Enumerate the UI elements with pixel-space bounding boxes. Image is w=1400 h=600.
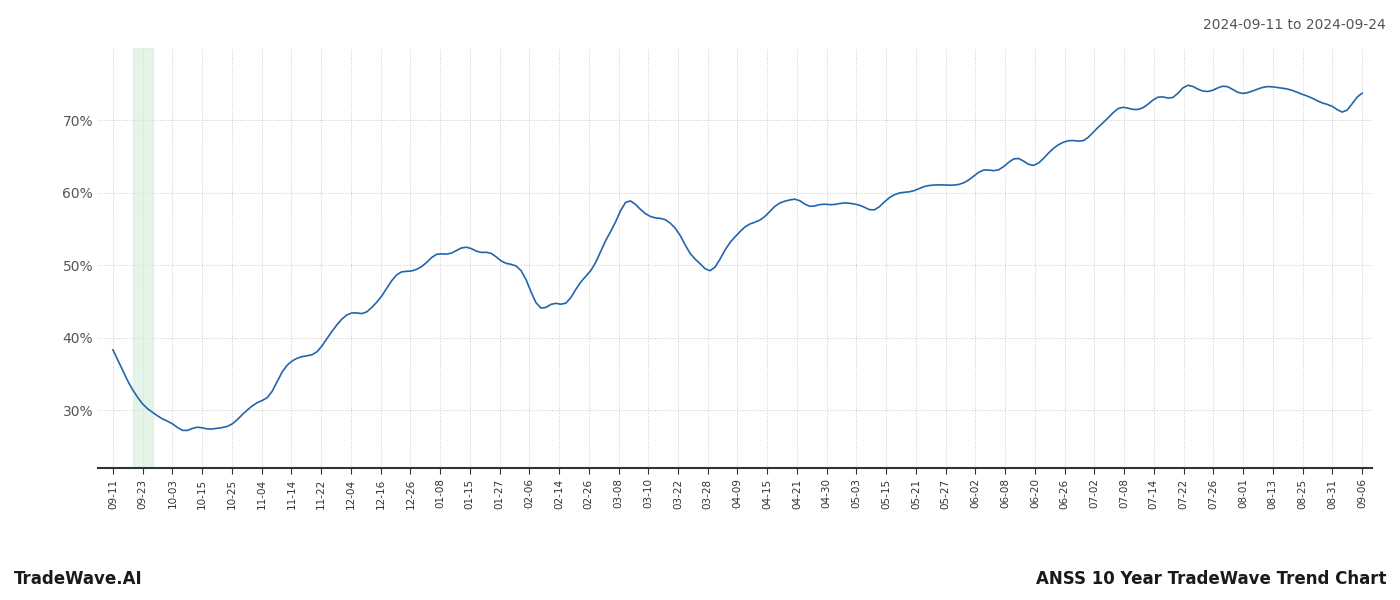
Text: TradeWave.AI: TradeWave.AI (14, 570, 143, 588)
Bar (133, 48, 153, 468)
Text: ANSS 10 Year TradeWave Trend Chart: ANSS 10 Year TradeWave Trend Chart (1036, 570, 1386, 588)
Text: 2024-09-11 to 2024-09-24: 2024-09-11 to 2024-09-24 (1203, 18, 1386, 32)
